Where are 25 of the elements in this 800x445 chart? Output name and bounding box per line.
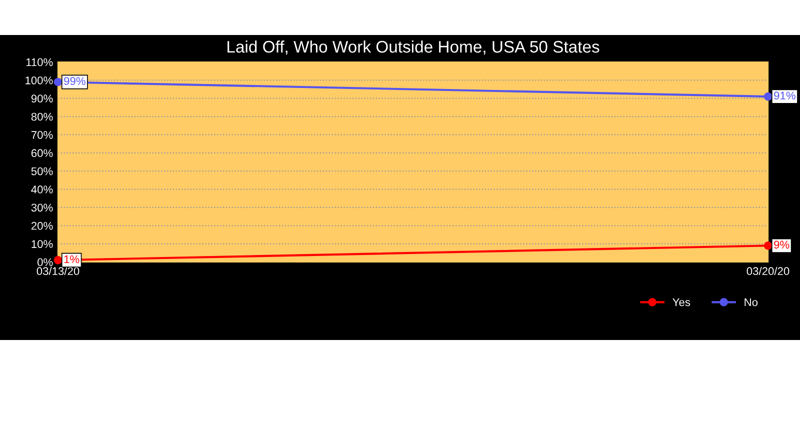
y-tick-label: 10% bbox=[32, 240, 53, 248]
y-tick-label: 100% bbox=[26, 76, 53, 84]
y-tick-label: 80% bbox=[31, 112, 53, 121]
point bbox=[764, 92, 772, 101]
point bbox=[764, 241, 772, 250]
point bbox=[54, 78, 62, 86]
data-label: 1% bbox=[64, 255, 80, 264]
y-tick-label: 60% bbox=[31, 149, 53, 158]
y-tick-label: 30% bbox=[31, 204, 53, 212]
data-label: 99% bbox=[64, 77, 86, 85]
x-tick-label: 03/20/20 bbox=[746, 266, 790, 276]
y-tick-label: 20% bbox=[31, 222, 53, 230]
y-tick-label: 50% bbox=[31, 167, 53, 176]
data-label: 91% bbox=[774, 92, 796, 100]
y-tick-label: 40% bbox=[31, 186, 53, 194]
y-tick-label: 0% bbox=[38, 258, 53, 266]
legend-label: Yes bbox=[672, 298, 690, 306]
point bbox=[54, 256, 62, 264]
chart-title: Laid Off, Who Work Outside Home, USA 50 States bbox=[228, 40, 600, 55]
y-tick-label: 110% bbox=[26, 58, 53, 66]
legend-label: No bbox=[744, 298, 758, 306]
y-tick-label: 90% bbox=[31, 94, 53, 102]
data-label: 9% bbox=[774, 240, 790, 249]
x-tick-label: 03/13/20 bbox=[36, 266, 80, 276]
y-tick-label: 70% bbox=[31, 130, 53, 139]
